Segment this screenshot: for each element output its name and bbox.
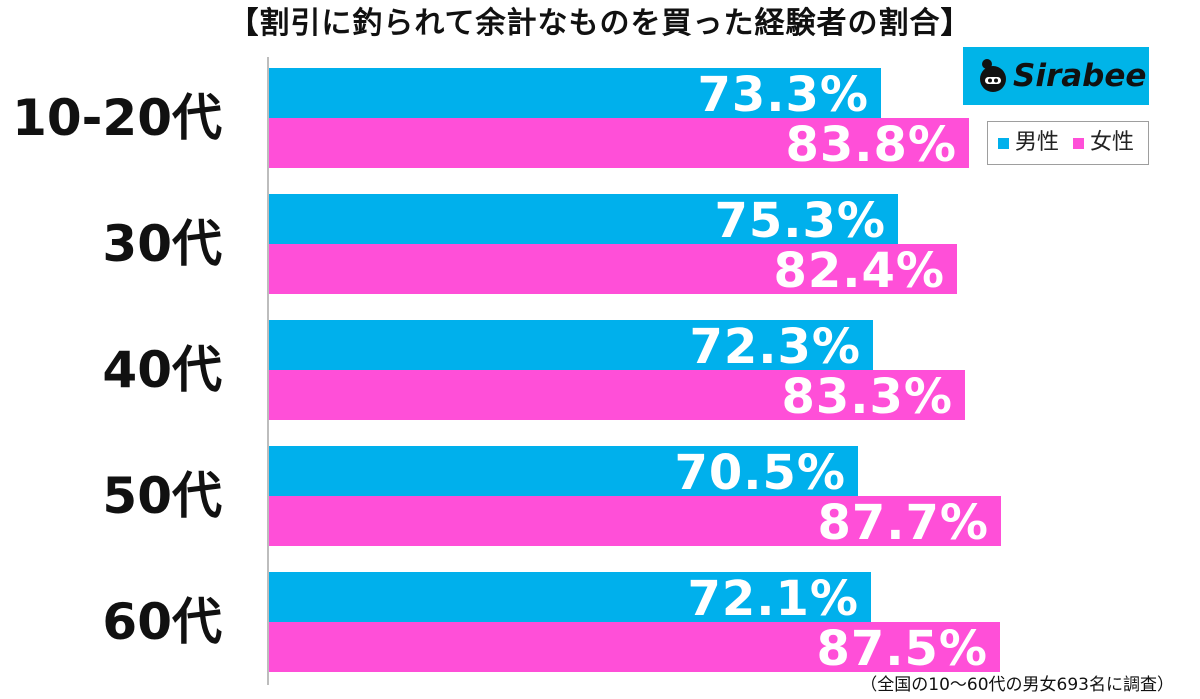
legend: 男性 女性: [987, 121, 1149, 165]
legend-label-female: 女性: [1090, 130, 1135, 155]
category-label: 10-20代: [12, 89, 222, 147]
bar-male: [269, 572, 871, 622]
bar-male: [269, 194, 898, 244]
category-axis-line: [267, 57, 269, 685]
bar-female: [269, 244, 957, 294]
value-label-female: 87.7%: [817, 495, 989, 551]
category-label: 50代: [102, 467, 222, 525]
value-label-male: 70.5%: [674, 445, 846, 501]
bar-male: [269, 68, 881, 118]
bar-male: [269, 446, 858, 496]
legend-label-male: 男性: [1015, 130, 1060, 155]
sirabee-logo: Sirabee: [963, 47, 1149, 105]
bar-male: [269, 320, 873, 370]
value-label-male: 73.3%: [697, 67, 869, 123]
category-label: 60代: [102, 593, 222, 651]
sirabee-logo-icon: [980, 59, 1006, 92]
legend-swatch-male: [998, 138, 1009, 149]
bar-female: [269, 496, 1001, 546]
legend-swatch-female: [1073, 138, 1084, 149]
value-label-female: 83.8%: [785, 117, 957, 173]
bar-female: [269, 370, 965, 420]
logo-text: Sirabee: [1013, 58, 1147, 94]
chart-title: 【割引に釣られて余計なものを買った経験者の割合】: [228, 6, 972, 41]
category-label: 30代: [102, 215, 222, 273]
footnote: （全国の10〜60代の男女693名に調査）: [860, 675, 1174, 695]
value-label-female: 82.4%: [773, 243, 945, 299]
value-label-male: 72.1%: [687, 571, 859, 627]
value-label-female: 87.5%: [816, 621, 988, 677]
bar-female: [269, 118, 969, 168]
value-label-male: 72.3%: [689, 319, 861, 375]
value-label-male: 75.3%: [714, 193, 886, 249]
category-label: 40代: [102, 341, 222, 399]
value-label-female: 83.3%: [781, 369, 953, 425]
bar-female: [269, 622, 1000, 672]
